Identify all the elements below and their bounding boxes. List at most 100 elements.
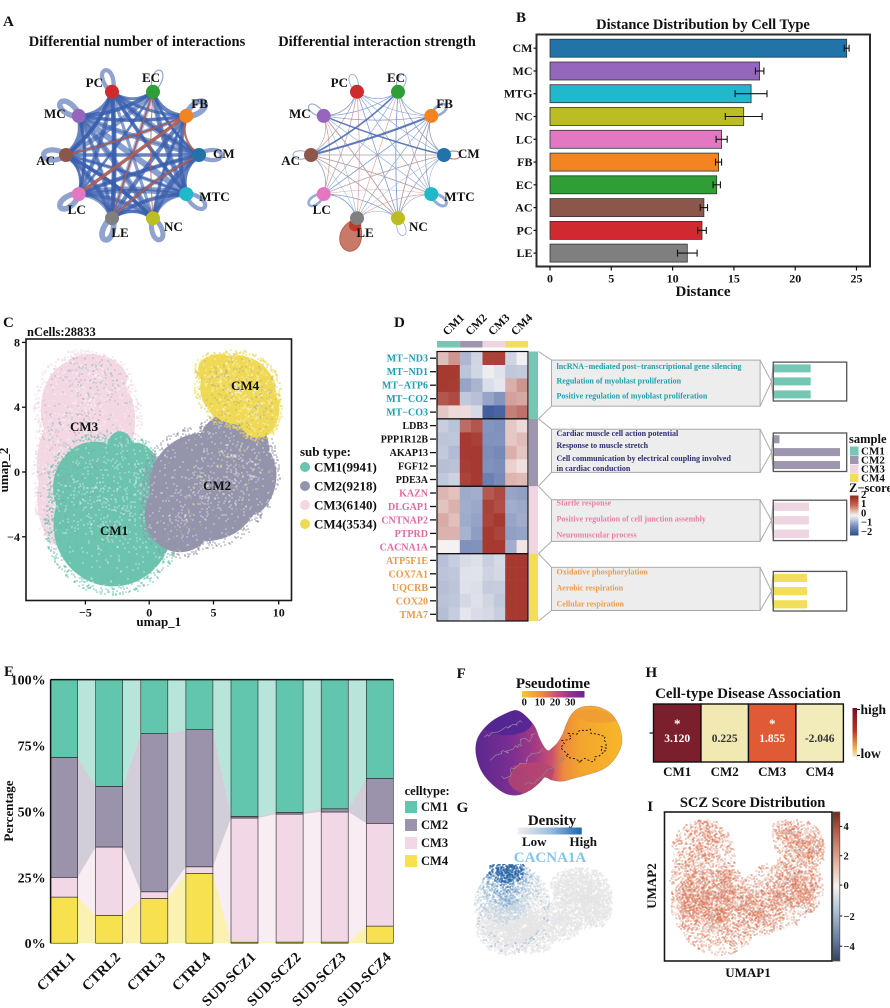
- svg-text:4: 4: [844, 822, 850, 833]
- svg-text:UQCRB: UQCRB: [392, 583, 428, 594]
- svg-text:Startle response: Startle response: [557, 499, 612, 508]
- svg-text:SCZ Score Distribution: SCZ Score Distribution: [680, 795, 826, 811]
- svg-text:75%: 75%: [18, 740, 46, 755]
- svg-text:UMAP2: UMAP2: [644, 863, 659, 909]
- svg-text:COX7A1: COX7A1: [389, 569, 428, 580]
- svg-text:*: *: [674, 716, 681, 731]
- svg-text:1.855: 1.855: [759, 733, 785, 745]
- svg-text:Cell communication by electric: Cell communication by electrical couplin…: [557, 454, 732, 463]
- svg-text:−2: −2: [844, 912, 855, 923]
- svg-text:CM4: CM4: [861, 473, 885, 485]
- svg-text:FB: FB: [436, 96, 453, 111]
- svg-text:CM: CM: [213, 146, 235, 161]
- svg-text:AKAP13: AKAP13: [390, 448, 428, 459]
- svg-text:Percentage: Percentage: [1, 780, 16, 841]
- svg-text:D: D: [394, 315, 405, 331]
- svg-text:*: *: [769, 716, 776, 731]
- svg-text:FB: FB: [191, 96, 208, 111]
- svg-text:Response to muscle stretch: Response to muscle stretch: [557, 441, 649, 450]
- svg-text:Cardiac muscle cell action pot: Cardiac muscle cell action potential: [557, 429, 680, 438]
- svg-text:0: 0: [146, 606, 152, 620]
- svg-text:High: High: [570, 834, 598, 849]
- svg-text:−4: −4: [7, 530, 20, 544]
- svg-text:0: 0: [522, 698, 527, 709]
- svg-text:Low: Low: [522, 834, 547, 849]
- svg-text:1: 1: [861, 499, 866, 510]
- svg-text:AC: AC: [36, 153, 55, 168]
- svg-text:2: 2: [844, 852, 849, 863]
- svg-text:20: 20: [550, 698, 561, 709]
- svg-text:2: 2: [861, 490, 866, 501]
- svg-text:EC: EC: [387, 70, 405, 85]
- svg-text:CM1: CM1: [100, 523, 128, 538]
- svg-text:COX20: COX20: [396, 596, 428, 607]
- svg-text:NC: NC: [515, 110, 532, 124]
- svg-text:Differential number of interac: Differential number of interactions: [29, 34, 246, 50]
- svg-text:−1: −1: [861, 518, 872, 529]
- svg-text:−5: −5: [79, 606, 92, 620]
- svg-text:Z−score: Z−score: [849, 481, 890, 495]
- svg-text:Oxidative phosphorylation: Oxidative phosphorylation: [557, 568, 649, 577]
- svg-text:MTC: MTC: [444, 189, 474, 204]
- svg-text:in cardiac conduction: in cardiac conduction: [557, 464, 631, 473]
- svg-text:PDE3A: PDE3A: [396, 475, 429, 486]
- svg-text:Positive regulation of myoblas: Positive regulation of myoblast prolifer…: [557, 391, 708, 400]
- svg-text:Cellular respiration: Cellular respiration: [557, 600, 625, 609]
- svg-text:low: low: [861, 746, 882, 761]
- svg-text:CM2: CM2: [421, 818, 448, 832]
- svg-text:DLGAP1: DLGAP1: [388, 502, 428, 513]
- svg-text:0: 0: [861, 508, 866, 519]
- svg-text:CM1: CM1: [421, 800, 448, 814]
- svg-text:B: B: [516, 10, 526, 26]
- svg-text:LC: LC: [516, 132, 533, 146]
- svg-text:0: 0: [547, 272, 553, 286]
- svg-text:CM2: CM2: [861, 455, 885, 467]
- svg-text:CM4: CM4: [806, 764, 835, 779]
- svg-text:NC: NC: [409, 219, 428, 234]
- svg-text:10: 10: [667, 272, 679, 286]
- svg-text:Density: Density: [528, 813, 577, 829]
- svg-text:Aerobic respiration: Aerobic respiration: [557, 583, 624, 592]
- svg-text:0.225: 0.225: [712, 733, 738, 745]
- svg-text:G: G: [457, 800, 469, 816]
- svg-text:CM: CM: [458, 146, 480, 161]
- svg-text:MTC: MTC: [199, 189, 229, 204]
- svg-text:15: 15: [728, 272, 740, 286]
- svg-text:Pseudotime: Pseudotime: [516, 676, 591, 692]
- svg-text:PPP1R12B: PPP1R12B: [381, 435, 429, 446]
- svg-text:30: 30: [565, 698, 576, 709]
- svg-text:CM2: CM2: [711, 764, 739, 779]
- svg-text:CM1(9941): CM1(9941): [314, 460, 377, 475]
- svg-text:sub type:: sub type:: [300, 444, 351, 459]
- svg-text:LDB3: LDB3: [402, 421, 428, 432]
- svg-text:Differential interaction stren: Differential interaction strength: [278, 34, 476, 50]
- svg-text:CM1: CM1: [663, 764, 691, 779]
- svg-text:PTPRD: PTPRD: [395, 529, 428, 540]
- svg-text:CM4: CM4: [231, 378, 260, 393]
- svg-text:Cell-type Disease Association: Cell-type Disease Association: [655, 686, 841, 702]
- svg-text:LE: LE: [356, 225, 373, 240]
- svg-text:MT−CO3: MT−CO3: [386, 408, 428, 419]
- svg-text:Positive regulation of cell ju: Positive regulation of cell junction ass…: [557, 514, 706, 523]
- svg-text:EC: EC: [516, 178, 533, 192]
- svg-text:AC: AC: [515, 201, 532, 215]
- svg-text:CM2(9218): CM2(9218): [314, 479, 377, 494]
- svg-text:sample: sample: [849, 432, 887, 446]
- svg-text:100%: 100%: [11, 674, 46, 689]
- svg-text:MT−ATP6: MT−ATP6: [382, 381, 428, 392]
- svg-text:PC: PC: [331, 75, 348, 90]
- svg-text:5: 5: [608, 272, 614, 286]
- svg-text:A: A: [3, 14, 14, 30]
- svg-text:umap_1: umap_1: [136, 614, 181, 629]
- svg-text:20: 20: [789, 272, 801, 286]
- svg-text:4: 4: [14, 400, 20, 414]
- svg-text:0: 0: [14, 465, 20, 479]
- svg-text:Distance Distribution by Cell: Distance Distribution by Cell Type: [596, 17, 810, 33]
- svg-text:CM3(6140): CM3(6140): [314, 498, 377, 513]
- svg-text:CM3: CM3: [421, 836, 448, 850]
- svg-text:CACNA1A: CACNA1A: [514, 850, 587, 866]
- svg-text:CM4(3534): CM4(3534): [314, 517, 377, 532]
- svg-text:KAZN: KAZN: [399, 489, 429, 500]
- svg-text:50%: 50%: [18, 805, 46, 820]
- svg-text:F: F: [457, 666, 466, 682]
